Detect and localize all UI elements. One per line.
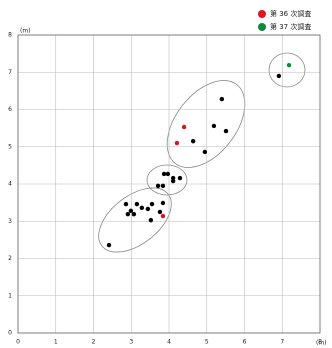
ellipse: [166, 80, 246, 168]
point: [106, 242, 112, 248]
x-tick-label: 4: [167, 339, 171, 346]
x-tick-label: 6: [243, 339, 247, 346]
point: [211, 123, 217, 129]
y-unit: (m): [20, 28, 31, 35]
y-tick-label: 3: [8, 218, 12, 225]
ellipse: [146, 164, 188, 196]
point: [223, 128, 229, 134]
point: [149, 201, 155, 207]
point: [286, 62, 292, 68]
plot-frame: [17, 34, 321, 334]
x-tick-label: 2: [92, 339, 96, 346]
point: [161, 171, 167, 177]
x-tick-label: 8: [318, 339, 322, 346]
point: [131, 211, 137, 217]
point: [155, 183, 161, 189]
y-tick-label: 6: [8, 106, 12, 113]
y-tick-label: 0: [8, 330, 12, 337]
x-tick-label: 0: [16, 339, 20, 346]
point: [219, 96, 225, 102]
grouping-ellipses: [98, 52, 306, 253]
point: [160, 183, 166, 189]
x-unit: (m): [316, 340, 327, 347]
point: [181, 124, 187, 130]
point: [123, 201, 129, 207]
x-tick-label: 7: [280, 339, 284, 346]
x-tick-label: 5: [205, 339, 209, 346]
point: [165, 171, 171, 177]
point: [160, 213, 166, 219]
point: [157, 209, 163, 215]
point: [276, 73, 282, 79]
y-tick-label: 5: [8, 143, 12, 150]
ellipse: [98, 187, 172, 253]
y-tick-label: 8: [8, 32, 12, 39]
point: [190, 138, 196, 144]
point: [139, 205, 145, 211]
x-tick-label: 1: [54, 339, 58, 346]
point: [174, 140, 180, 146]
point: [145, 206, 151, 212]
y-tick-label: 7: [8, 69, 12, 76]
legend-swatch: [258, 23, 266, 31]
plot: 0 1 2 3 4 5 6 7 8 0 1 2 3 4 5 6 7 8: [8, 32, 322, 346]
y-tick-label: 2: [8, 255, 12, 262]
legend-label: 第 37 次調査: [270, 22, 311, 31]
point: [202, 149, 208, 155]
point: [128, 208, 134, 214]
legend-label: 第 36 次調査: [270, 9, 311, 18]
point: [134, 201, 140, 207]
legend-swatch: [258, 10, 266, 18]
point: [177, 175, 183, 181]
point: [125, 211, 131, 217]
point: [170, 178, 176, 184]
y-tick-label: 1: [8, 292, 12, 299]
x-tick-label: 3: [129, 339, 133, 346]
point: [148, 217, 154, 223]
ellipse: [268, 52, 306, 88]
y-tick-label: 4: [8, 181, 12, 188]
point: [160, 200, 166, 206]
